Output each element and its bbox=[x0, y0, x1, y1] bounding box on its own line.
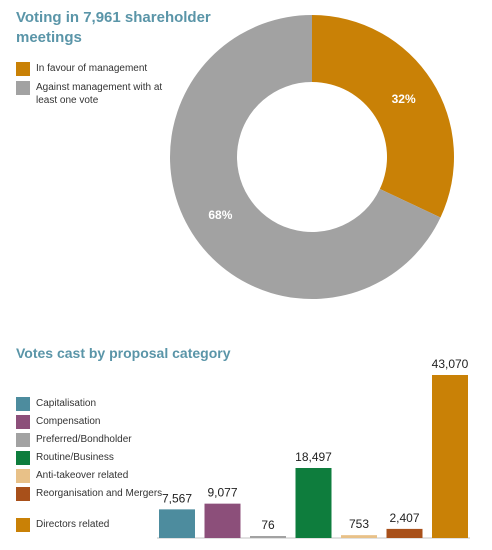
bar-legend-label: Reorganisation and Mergers bbox=[36, 488, 163, 499]
donut-legend-swatch bbox=[16, 81, 30, 95]
bar-value-label: 753 bbox=[349, 517, 369, 531]
bar bbox=[159, 509, 195, 538]
bar bbox=[432, 375, 468, 538]
bar-legend-label: Compensation bbox=[36, 416, 101, 427]
donut-legend-swatch bbox=[16, 62, 30, 76]
donut-legend-item: Against management with at least one vot… bbox=[16, 81, 166, 107]
bar-value-label: 18,497 bbox=[295, 450, 332, 464]
bar bbox=[386, 528, 423, 538]
bar-chart-title: Votes cast by proposal category bbox=[16, 345, 231, 361]
bar-legend-swatch bbox=[16, 469, 30, 483]
donut-legend-label: Against management with at least one vot… bbox=[36, 82, 163, 106]
bar-value-label: 9,077 bbox=[207, 486, 237, 500]
bar bbox=[250, 536, 286, 538]
bar-value-label: 76 bbox=[261, 518, 275, 532]
donut-slice-label: 32% bbox=[392, 92, 416, 106]
bar-legend-swatch bbox=[16, 451, 30, 465]
bar bbox=[204, 503, 241, 538]
bar-legend-label: Routine/Business bbox=[36, 452, 114, 463]
bar-legend-label: Anti-takeover related bbox=[36, 470, 129, 481]
donut-chart-title: Voting in 7,961 shareholder meetings bbox=[16, 9, 211, 46]
bar-legend-label: Preferred/Bondholder bbox=[36, 434, 132, 445]
donut-slice bbox=[170, 15, 441, 300]
bar-legend-item: Routine/Business bbox=[16, 451, 166, 465]
bar-legend: Capitalisation Compensation Preferred/Bond… bbox=[16, 397, 166, 542]
bar-legend-swatch bbox=[16, 518, 30, 532]
bar-value-label: 43,070 bbox=[432, 357, 469, 371]
donut-legend-label: In favour of management bbox=[36, 63, 148, 74]
bar-legend-item: Preferred/Bondholder bbox=[16, 433, 166, 447]
bar-legend-label: Capitalisation bbox=[36, 398, 97, 409]
bar-legend-item: Capitalisation bbox=[16, 397, 166, 411]
donut-slice bbox=[312, 15, 454, 218]
bar bbox=[341, 535, 377, 538]
bar-legend-label: Directors related bbox=[36, 519, 110, 530]
bar-legend-swatch bbox=[16, 433, 30, 447]
donut-legend-item: In favour of management bbox=[16, 62, 166, 76]
bar-legend-swatch bbox=[16, 397, 30, 411]
bar-legend-item: Reorganisation and Mergers bbox=[16, 487, 166, 501]
bar-legend-swatch bbox=[16, 487, 30, 501]
bar-legend-item: Anti-takeover related bbox=[16, 469, 166, 483]
bar bbox=[295, 467, 332, 538]
bar-legend-item: Directors related bbox=[16, 518, 166, 532]
bar-legend-item: Compensation bbox=[16, 415, 166, 429]
bar-legend-swatch bbox=[16, 415, 30, 429]
bar-value-label: 7,567 bbox=[162, 491, 192, 505]
bar-value-label: 2,407 bbox=[389, 511, 419, 525]
donut-legend: In favour of management Against managemen… bbox=[16, 62, 186, 122]
donut-slice-label: 68% bbox=[208, 208, 232, 222]
